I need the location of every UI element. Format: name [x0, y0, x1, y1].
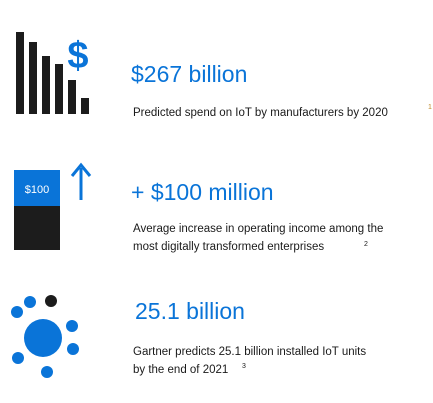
dollar-sign-icon: $ [67, 35, 88, 77]
chart-bar [68, 80, 76, 114]
network-node [66, 320, 78, 332]
stat-description-line: Predicted spend on IoT by manufacturers … [133, 107, 388, 119]
block-label: $100 [25, 184, 49, 196]
stat-description: Average increase in operating income amo… [133, 220, 383, 256]
chart-bar [42, 56, 50, 114]
network-nodes-icon [11, 295, 79, 378]
stat-description-line: Gartner predicts 25.1 billion installed … [133, 346, 367, 358]
stat-value: + $100 million [131, 179, 274, 205]
value-block-top [14, 170, 60, 206]
stat-value: $267 billion [131, 61, 248, 87]
network-node [45, 295, 57, 307]
chart-bar [81, 98, 89, 114]
chart-bar [16, 32, 24, 114]
network-node [11, 306, 23, 318]
network-node [12, 352, 24, 364]
arrow-up-icon [70, 162, 92, 200]
chart-bar [55, 64, 63, 114]
footnote-marker: 2 [364, 241, 368, 248]
value-block-bottom [14, 206, 60, 250]
bar-chart-dollar-icon: $ [16, 32, 89, 114]
stat-value: 25.1 billion [135, 298, 245, 324]
footnote-marker: 3 [242, 363, 246, 370]
stat-description-line: by the end of 2021 [133, 364, 229, 376]
chart-bar [29, 42, 37, 114]
stat-description-line: Average increase in operating income amo… [133, 223, 384, 235]
network-center-node [24, 319, 62, 357]
stat-description: Predicted spend on IoT by manufacturers … [133, 104, 388, 122]
stat-description: Gartner predicts 25.1 billion installed … [133, 343, 366, 379]
increase-block-icon: $100 [14, 162, 92, 250]
network-node [41, 366, 53, 378]
footnote-marker: 1 [428, 104, 432, 111]
stat-description-line: most digitally transformed enterprises [133, 241, 325, 253]
network-node [67, 343, 79, 355]
network-node [24, 296, 36, 308]
